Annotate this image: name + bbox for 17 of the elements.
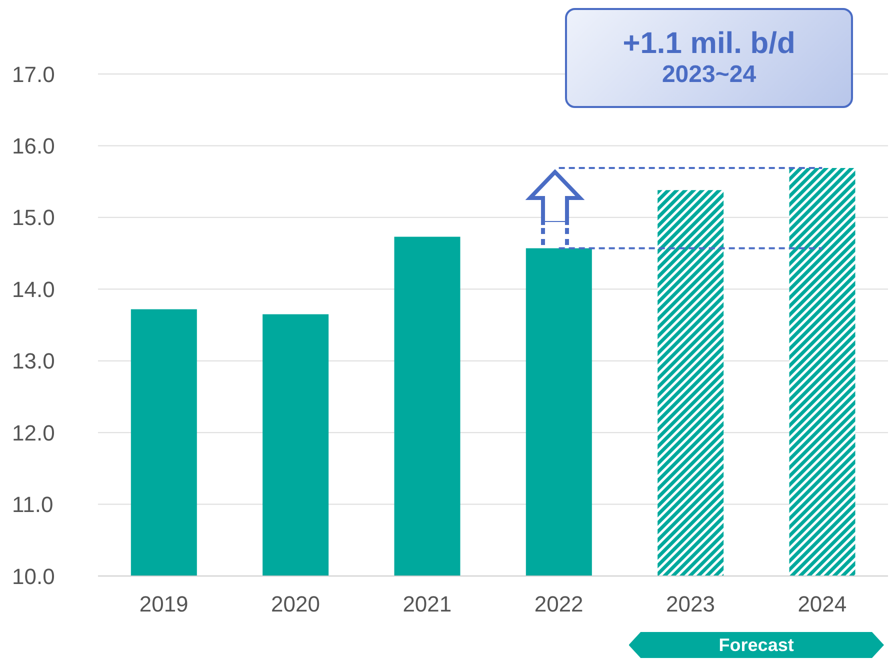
x-tick-label: 2021 bbox=[402, 592, 452, 617]
y-tick-label: 17.0 bbox=[12, 62, 55, 87]
x-tick-label: 2023 bbox=[666, 592, 715, 617]
y-tick-label: 13.0 bbox=[12, 348, 55, 374]
x-tick-label: 2022 bbox=[534, 592, 584, 617]
y-tick-label: 14.0 bbox=[12, 276, 55, 302]
y-tick-label: 11.0 bbox=[12, 492, 54, 518]
x-tick-label: 2019 bbox=[139, 592, 188, 617]
x-tick-label: 2024 bbox=[798, 592, 847, 617]
text: Forecast bbox=[628, 632, 884, 658]
annotation: 2023~24 bbox=[660, 61, 758, 89]
y-tick-label: 10.0 bbox=[12, 564, 55, 589]
y-tick-label: 16.0 bbox=[12, 134, 55, 159]
y-tick-label: 12.0 bbox=[12, 420, 55, 446]
y-tick-label: 15.0 bbox=[12, 205, 55, 230]
callout-box: +1.1 mil. b/d 2023~24 bbox=[565, 8, 853, 108]
x-tick-label: 2020 bbox=[271, 592, 320, 617]
